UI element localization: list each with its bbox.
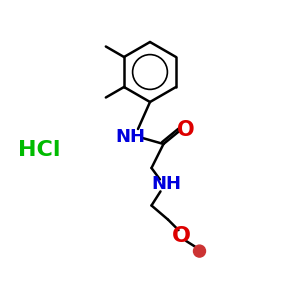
Text: NH: NH xyxy=(152,175,182,193)
Text: O: O xyxy=(177,120,194,140)
Text: HCl: HCl xyxy=(18,140,60,160)
Text: O: O xyxy=(172,226,191,245)
Circle shape xyxy=(194,245,206,257)
Text: NH: NH xyxy=(116,128,146,146)
